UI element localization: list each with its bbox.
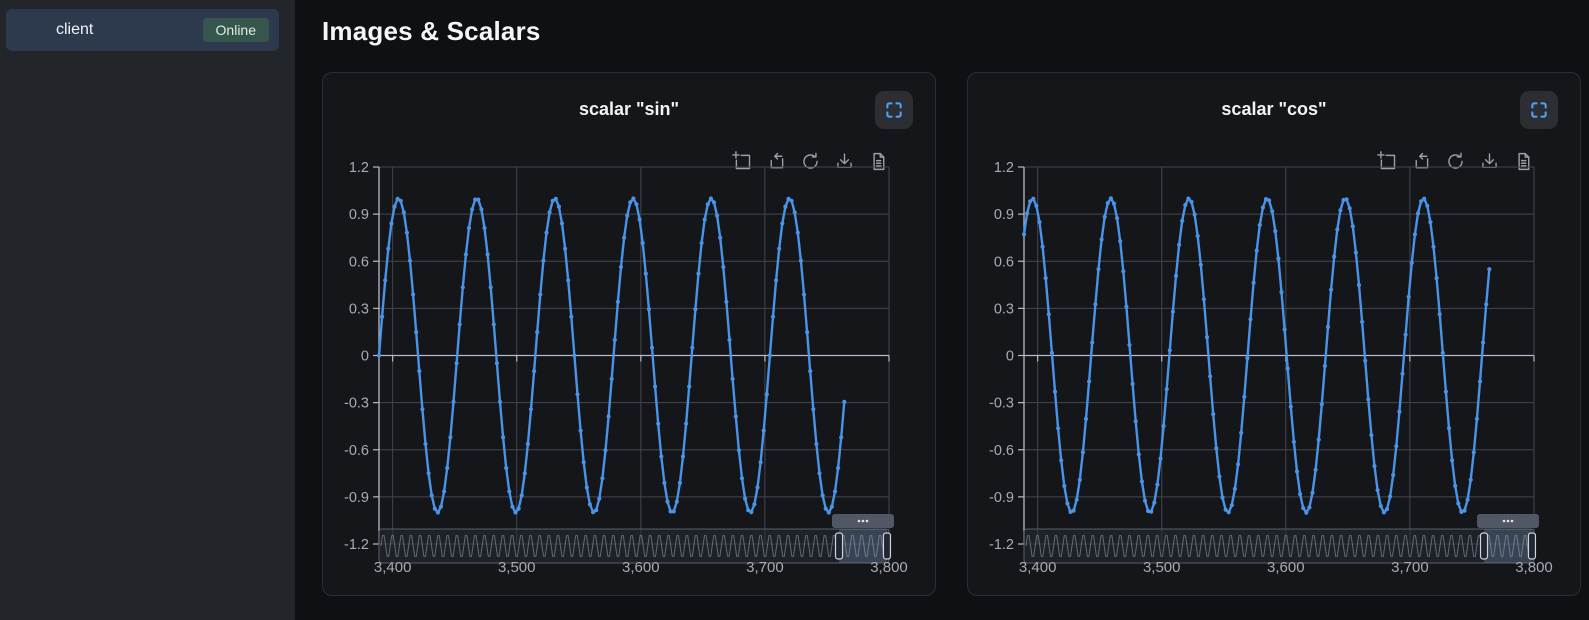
- datazoom-handle-right[interactable]: [1527, 532, 1537, 560]
- svg-text:0: 0: [361, 349, 369, 365]
- client-label: client: [56, 21, 94, 38]
- sidebar: client Online: [0, 0, 295, 620]
- svg-text:0.3: 0.3: [994, 301, 1014, 317]
- svg-text:0: 0: [1006, 349, 1014, 365]
- svg-text:-0.9: -0.9: [989, 490, 1014, 506]
- svg-text:1.2: 1.2: [994, 160, 1014, 176]
- svg-text:3,600: 3,600: [622, 559, 660, 576]
- datazoom-handle-left[interactable]: [834, 532, 844, 560]
- data-zoom-icon[interactable]: [732, 151, 753, 172]
- svg-text:3,700: 3,700: [746, 559, 784, 576]
- svg-text:3,800: 3,800: [1515, 559, 1553, 576]
- svg-text:-1.2: -1.2: [989, 537, 1014, 553]
- svg-text:3,800: 3,800: [870, 559, 908, 576]
- data-zoom-icon[interactable]: [1377, 151, 1398, 172]
- svg-text:3,400: 3,400: [374, 559, 412, 576]
- datazoom-window[interactable]: [839, 529, 887, 563]
- main-content: Images & Scalars scalar "sin": [295, 0, 1589, 620]
- svg-text:-0.6: -0.6: [344, 443, 369, 459]
- chart-card-cos: scalar "cos": [967, 72, 1581, 596]
- svg-text:-0.3: -0.3: [344, 396, 369, 412]
- svg-text:0.3: 0.3: [349, 301, 369, 317]
- svg-text:0.6: 0.6: [349, 254, 369, 270]
- svg-text:3,400: 3,400: [1019, 559, 1057, 576]
- zoom-reset-icon[interactable]: [1411, 151, 1432, 172]
- svg-text:3,500: 3,500: [1143, 559, 1181, 576]
- chart-title-cos: scalar "cos": [1221, 99, 1327, 119]
- svg-text:3,700: 3,700: [1391, 559, 1429, 576]
- sidebar-item-client[interactable]: client Online: [6, 9, 279, 51]
- chart-toolbar: [1377, 151, 1534, 172]
- svg-text:-0.9: -0.9: [344, 490, 369, 506]
- zoom-reset-icon[interactable]: [766, 151, 787, 172]
- svg-text:-0.3: -0.3: [989, 396, 1014, 412]
- datazoom-handle-left[interactable]: [1479, 532, 1489, 560]
- restore-icon[interactable]: [800, 151, 821, 172]
- restore-icon[interactable]: [1445, 151, 1466, 172]
- chart-title-sin: scalar "sin": [578, 99, 680, 119]
- fullscreen-expand-icon: [1531, 102, 1547, 118]
- svg-text:0.9: 0.9: [349, 207, 369, 223]
- status-badge: Online: [202, 18, 269, 42]
- chart-cards-row: scalar "sin": [322, 72, 1589, 596]
- svg-text:3,600: 3,600: [1267, 559, 1305, 576]
- fullscreen-button[interactable]: [875, 91, 913, 129]
- svg-text:-1.2: -1.2: [344, 537, 369, 553]
- svg-text:3,500: 3,500: [498, 559, 536, 576]
- cos-chart-canvas[interactable]: 1.2 0.9 0.6 0.3 0 -0.3 -0.6 -0.9 -1.2 3,400 3,500 3…: [968, 153, 1582, 593]
- sin-chart-canvas[interactable]: 1.2 0.9 0.6 0.3 0 -0.3 -0.6 -0.9 -1.2 3,400 3,500 3…: [323, 153, 937, 593]
- svg-text:0.9: 0.9: [994, 207, 1014, 223]
- svg-text:-0.6: -0.6: [989, 443, 1014, 459]
- datazoom-handle-right[interactable]: [882, 532, 892, 560]
- svg-text:1.2: 1.2: [349, 160, 369, 176]
- fullscreen-expand-icon: [886, 102, 902, 118]
- fullscreen-button[interactable]: [1520, 91, 1558, 129]
- page-title: Images & Scalars: [322, 16, 541, 46]
- datazoom-window[interactable]: [1484, 529, 1532, 563]
- chart-card-sin: scalar "sin": [322, 72, 936, 596]
- svg-text:0.6: 0.6: [994, 254, 1014, 270]
